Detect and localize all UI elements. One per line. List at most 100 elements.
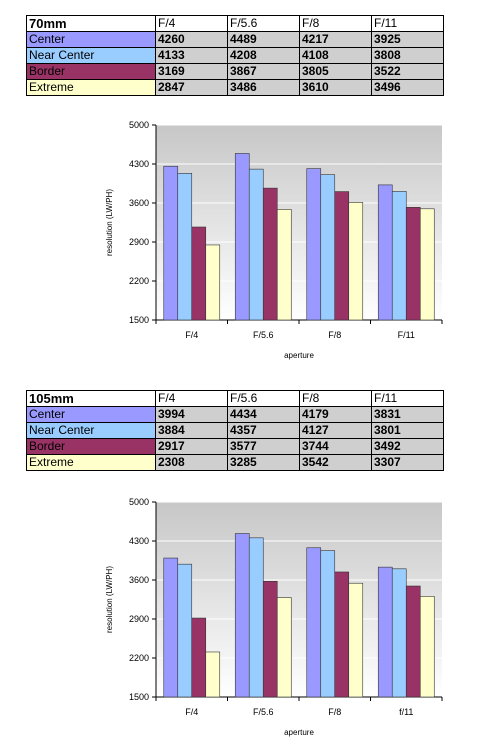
bar [419,596,435,698]
bar [377,566,393,698]
x-tick-label: f/11 [399,707,413,717]
row-label-near-center: Near Center [26,47,156,64]
table-cell: 3884 [155,422,228,439]
bar [163,165,179,321]
x-tick-label: F/8 [328,330,341,340]
resolution-table-105mm: 105mm F/4 F/5.6 F/8 F/11 Center 3994 443… [26,390,444,471]
bar [248,537,264,698]
table-cell: 2917 [155,438,228,455]
table-cell: 2847 [155,79,228,96]
bar [205,651,221,698]
bar [234,153,250,321]
table-cell: 4208 [227,47,300,64]
bar [191,226,207,321]
bar [191,617,207,698]
table-row: Near Center 3884 4357 4127 3801 [26,422,444,439]
table-cell: 4260 [155,31,228,48]
bar [391,568,407,698]
x-tick-label: F/4 [185,707,198,717]
bar [320,174,336,321]
column-header: F/4 [155,15,228,32]
table-row: Center 3994 4434 4179 3831 [26,406,444,423]
y-axis-title: resolution (LW/PH) [105,566,114,633]
table-cell: 4217 [299,31,372,48]
row-label-near-center: Near Center [26,422,156,439]
table-cell: 3805 [299,63,372,80]
y-tick-label: 2200 [129,276,149,286]
row-label-extreme: Extreme [26,79,156,96]
y-tick-label: 2900 [129,237,149,247]
table-cell: 3307 [371,454,444,471]
table-cell: 4127 [299,422,372,439]
x-tick-label: F/11 [398,330,415,340]
table-cell: 3808 [371,47,444,64]
bar [248,168,264,321]
row-label-center: Center [26,406,156,423]
table-cell: 2308 [155,454,228,471]
table-cell: 4133 [155,47,228,64]
table-cell: 3492 [371,438,444,455]
table-cell: 3496 [371,79,444,96]
x-tick-label: F/4 [185,330,198,340]
bar [320,550,336,698]
bar [405,585,421,698]
table-cell: 3522 [371,63,444,80]
table-row: Border 3169 3867 3805 3522 [26,63,444,80]
bar [334,191,350,321]
table-row: Extreme 2308 3285 3542 3307 [26,454,444,471]
column-header: F/5.6 [227,15,300,32]
y-tick-label: 4300 [129,536,149,546]
bar [419,208,435,321]
x-axis-title: aperture [284,728,314,737]
y-tick-label: 2200 [129,653,149,663]
bar-chart-105mm: 5000 4300 3600 2900 2200 1500 F/4 F/5.6 F/8 f/11 a… [105,497,443,737]
bar [177,173,193,321]
table-row: Extreme 2847 3486 3610 3496 [26,79,444,96]
table-cell: 4179 [299,406,372,423]
row-label-center: Center [26,31,156,48]
bar-chart-70mm: 5000 4300 3600 2900 2200 1500 F/4 F/5.6 F/8 F/11 a… [105,120,443,360]
column-header: F/4 [155,390,228,407]
y-tick-label: 4300 [129,159,149,169]
table-cell: 3994 [155,406,228,423]
table-title: 70mm [26,15,156,32]
table-cell: 3925 [371,31,444,48]
y-tick-label: 3600 [129,198,149,208]
table-cell: 3831 [371,406,444,423]
resolution-table-70mm: 70mm F/4 F/5.6 F/8 F/11 Center 4260 4489… [26,15,444,96]
x-tick-label: F/5.6 [253,330,274,340]
bar [306,168,322,321]
y-tick-label: 5000 [129,497,149,507]
column-header: F/8 [299,15,372,32]
bar [234,533,250,698]
table-cell: 4489 [227,31,300,48]
table-header-row: 105mm F/4 F/5.6 F/8 F/11 [26,390,444,407]
bar [205,244,221,321]
table-cell: 3542 [299,454,372,471]
bar [163,557,179,698]
bar [405,207,421,321]
x-tick-label: F/8 [328,707,341,717]
y-tick-label: 1500 [129,692,149,702]
bar [306,547,322,698]
table-cell: 3577 [227,438,300,455]
bar [391,191,407,321]
column-header: F/8 [299,390,372,407]
table-header-row: 70mm F/4 F/5.6 F/8 F/11 [26,15,444,32]
bar [276,597,292,698]
y-axis-title: resolution (LW/PH) [105,189,114,256]
bar [348,582,364,698]
table-cell: 4108 [299,47,372,64]
table-cell: 3169 [155,63,228,80]
y-tick-label: 1500 [129,315,149,325]
table-row: Center 4260 4489 4217 3925 [26,31,444,48]
table-cell: 3867 [227,63,300,80]
bar [262,187,278,321]
table-row: Border 2917 3577 3744 3492 [26,438,444,455]
column-header: F/11 [371,15,444,32]
table-title: 105mm [26,390,156,407]
bar [334,571,350,698]
table-cell: 4434 [227,406,300,423]
bar [177,563,193,698]
table-cell: 3744 [299,438,372,455]
